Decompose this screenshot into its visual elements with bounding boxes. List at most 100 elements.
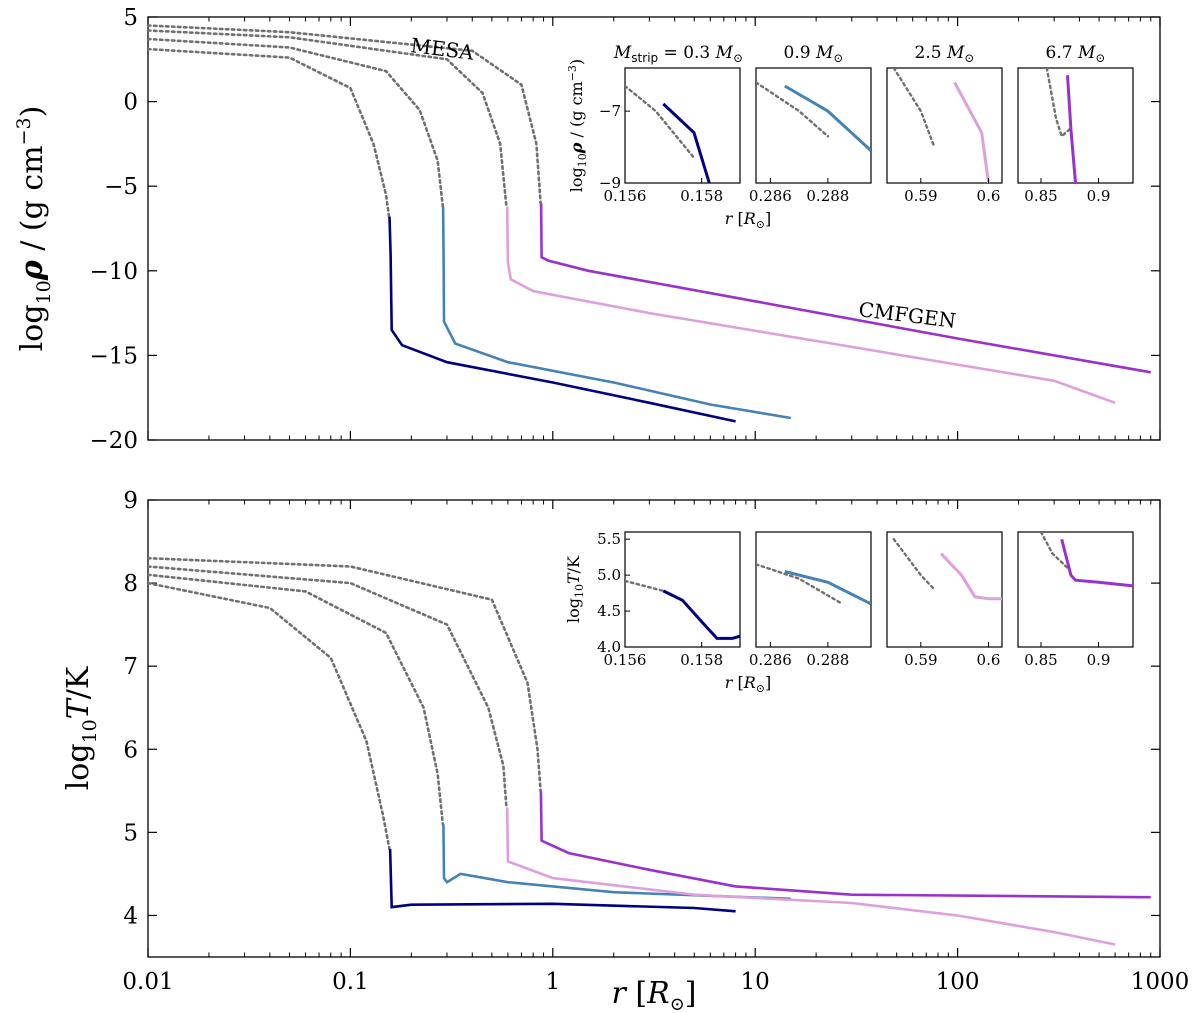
cmfgen-curve: [388, 216, 736, 423]
y-tick-label: −5: [104, 174, 138, 200]
inset-bottom-0: 0.156 0.158 5.5 5.0 4.5 4.0: [597, 530, 741, 669]
y-tick-label: 6: [123, 737, 138, 763]
inset-y-tick-label: 5.0: [597, 566, 621, 584]
inset-title: 0.9 M⊙: [784, 43, 844, 65]
inset-cmfgen-curve: [1060, 538, 1133, 588]
inset-top-0: 0.156 0.158 −7 −9 Mstrip = 0.3 M⊙: [599, 43, 743, 205]
x-tick-label: 0.1: [332, 969, 369, 995]
inset-x-tick-label: 0.286: [749, 187, 792, 205]
inset-x-tick-label: 0.59: [904, 187, 937, 205]
inset-plot-area: [625, 579, 740, 640]
inset-x-tick-label: 0.156: [604, 187, 647, 205]
cmfgen-curve: [388, 848, 736, 913]
inset-frame: [624, 531, 741, 648]
inset-y-tick-label: 4.0: [597, 638, 621, 656]
mesa-curve: [146, 581, 391, 851]
y-tick-label: 5: [123, 820, 138, 846]
annotation-mesa: MESA: [409, 33, 475, 65]
x-tick-label: 100: [936, 969, 980, 995]
x-tick-label: 1000: [1131, 969, 1190, 995]
inset-mesa-curve: [1039, 532, 1069, 570]
inset-plot-area: [1039, 532, 1133, 588]
inset-bottom-3: 0.85 0.9: [1017, 531, 1134, 669]
inset-cmfgen-curve: [662, 589, 740, 640]
y-tick-label: 8: [123, 571, 138, 597]
inset-x-tick-label: 0.6: [977, 187, 1001, 205]
inset-x-tick-label: 0.9: [1087, 651, 1111, 669]
inset-frame: [755, 531, 872, 648]
x-tick-label: 1: [545, 969, 560, 995]
inset-title: Mstrip = 0.3 M⊙: [613, 43, 743, 65]
inset-y-axis-label-text: log10ρ / (g cm−3): [566, 59, 589, 192]
mesa-curve: [146, 37, 445, 208]
cmfgen-curve: [505, 206, 1116, 405]
inset-top-2: 0.59 0.6 2.5 M⊙: [886, 43, 1003, 205]
inset-x-tick-label: 0.288: [806, 187, 849, 205]
cmfgen-curve: [539, 790, 1151, 899]
cmfgen-curve: [442, 824, 791, 901]
inset-frame: [1017, 67, 1134, 184]
mesa-curve: [146, 29, 508, 208]
y-tick-label: −15: [89, 343, 138, 369]
y-axis-label-text: log10T/K: [61, 666, 101, 790]
inset-plot-area: [892, 68, 990, 183]
annotation-cmfgen: CMFGEN: [857, 297, 957, 333]
cmfgen-curve: [505, 807, 1116, 946]
inset-x-axis-label: r [R⊙]: [725, 673, 772, 695]
inset-x-tick-label: 0.85: [1024, 187, 1057, 205]
mesa-curve: [146, 565, 508, 809]
cmfgen-curve: [539, 203, 1151, 374]
inset-bottom-2: 0.59 0.6: [886, 531, 1003, 669]
inset-mesa-curve: [892, 538, 936, 591]
y-tick-label: 0: [123, 90, 138, 116]
inset-y-axis-label: log10T/K: [564, 555, 586, 623]
y-tick-label: 4: [123, 903, 138, 929]
inset-x-tick-label: 0.158: [680, 187, 723, 205]
inset-title: 6.7 M⊙: [1046, 43, 1106, 65]
inset-frame: [886, 67, 1003, 184]
inset-cmfgen-curve: [784, 570, 871, 606]
inset-y-tick-label: 5.5: [597, 530, 621, 548]
inset-mesa-curve: [756, 563, 844, 606]
panel-top: 5 0 −5 −10 −15 −20 log10ρ / (g cm−3) MESA CMFGEN…: [13, 5, 1161, 454]
inset-cmfgen-curve: [940, 552, 1002, 601]
y-tick-label: −20: [89, 428, 138, 454]
y-tick-label: 7: [123, 654, 138, 680]
inset-x-tick-label: 0.286: [749, 651, 792, 669]
inset-cmfgen-curve: [784, 84, 871, 152]
inset-mesa-curve: [756, 81, 830, 138]
inset-frame: [624, 67, 741, 184]
inset-mesa-curve: [625, 84, 696, 159]
axes-frame: [147, 499, 1161, 958]
x-tick-label: 10: [741, 969, 770, 995]
inset-frame: [1017, 531, 1134, 648]
inset-plot-area: [756, 81, 871, 152]
inset-title: 2.5 M⊙: [915, 43, 975, 65]
inset-top-1: 0.286 0.288 0.9 M⊙: [749, 43, 872, 205]
inset-y-axis-label: log10ρ / (g cm−3): [566, 59, 589, 192]
inset-x-tick-label: 0.59: [904, 651, 937, 669]
inset-plot-area: [756, 563, 871, 606]
inset-mesa-curve: [625, 579, 665, 593]
mesa-curve: [146, 47, 391, 222]
inset-x-tick-label: 0.158: [680, 651, 723, 669]
y-axis-label: log10ρ / (g cm−3): [13, 106, 55, 352]
inset-plot-area: [1045, 68, 1077, 183]
mesa-curve: [146, 24, 542, 205]
inset-x-tick-label: 0.85: [1024, 651, 1057, 669]
inset-top-3: 0.85 0.9 6.7 M⊙: [1017, 43, 1134, 205]
inset-x-axis-label: r [R⊙]: [725, 209, 772, 231]
inset-plot-area: [892, 538, 1002, 601]
inset-x-tick-label: 0.288: [806, 651, 849, 669]
cmfgen-curve: [441, 206, 792, 420]
inset-x-tick-label: 0.9: [1087, 187, 1111, 205]
y-axis-label: log10T/K: [61, 666, 101, 790]
mesa-curve: [146, 573, 445, 826]
axes-frame: [147, 16, 1161, 441]
y-axis-label-text: log10ρ / (g cm−3): [13, 106, 55, 352]
inset-cmfgen-curve: [1066, 75, 1077, 183]
inset-y-axis-label-text: log10T/K: [564, 555, 586, 623]
inset-plot-area: [625, 84, 711, 183]
inset-mesa-curve: [892, 68, 936, 149]
